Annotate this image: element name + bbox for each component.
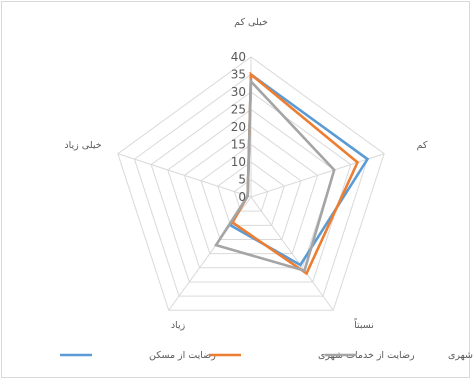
tick-label-30: 30 [231,85,246,99]
tick-label-40: 40 [231,50,246,64]
category-label-2: نسبتاً [354,318,374,331]
grid-ring-30 [150,91,352,283]
series-layer [213,71,370,276]
grid-ring-25 [167,108,335,269]
grid-ring-20 [183,126,319,255]
category-labels: خیلی کم کم نسبتاً زیاد خیلی زیاد [64,17,427,331]
category-label-1: کم [417,140,428,151]
legend-label-2: رضایت از فضاهای شهری [448,350,473,361]
legend-label-0: رضایت از مسکن [149,350,216,361]
category-label-4: خیلی زیاد [64,140,101,151]
tick-label-35: 35 [231,68,246,82]
axis-spoke-2 [250,196,334,311]
grid-ring-15 [200,143,302,240]
legend-label-1: رضایت از خدمات شهری [318,350,415,361]
tick-labels: 0 5 10 15 20 25 30 35 40 [231,50,246,204]
legend: رضایت از مسکن رضایت از خدمات شهری رضایت از… [60,350,473,361]
axis-spoke-1 [250,153,385,198]
series-line-2 [213,78,336,273]
grid-ring-5 [233,178,269,212]
tick-label-20: 20 [231,120,246,134]
tick-label-5: 5 [238,173,246,187]
tick-label-15: 15 [231,138,246,152]
grid-ring-10 [217,161,285,226]
tick-label-10: 10 [231,155,246,169]
grid-ring-40 [117,56,385,311]
category-label-0: خیلی کم [234,17,268,28]
tick-label-0: 0 [238,190,246,204]
tick-label-25: 25 [231,103,246,117]
category-label-3: زیاد [171,320,186,331]
axis-spoke-4 [117,153,252,198]
